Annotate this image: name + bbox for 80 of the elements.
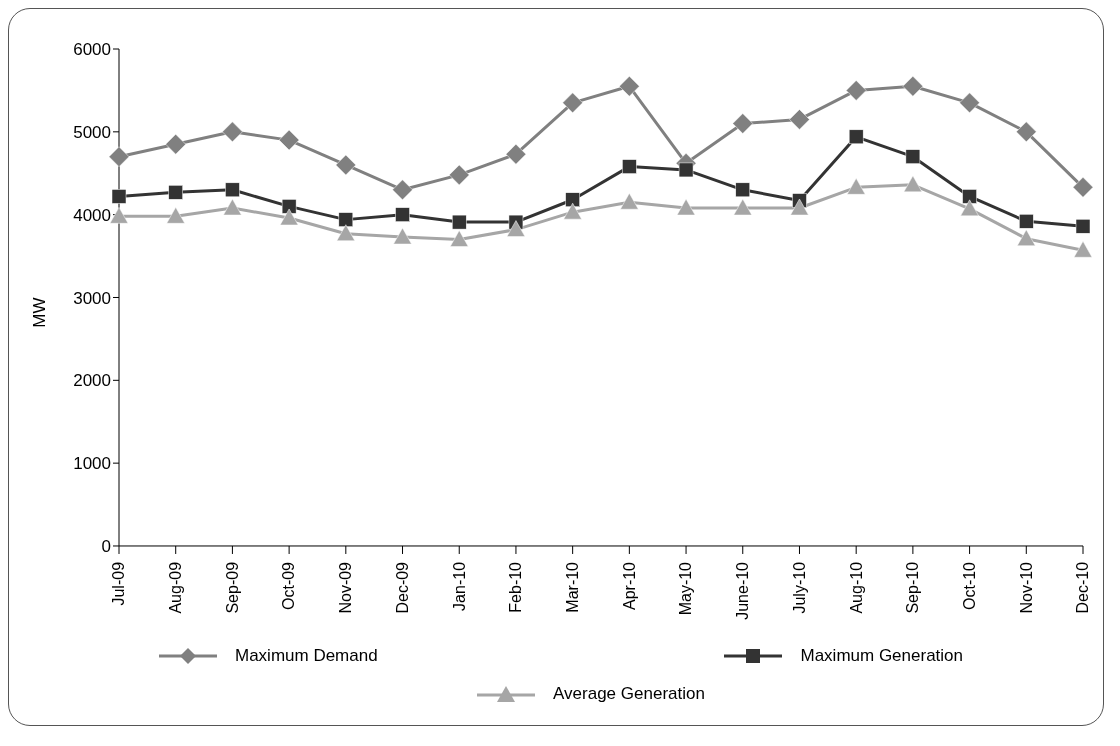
y-tick-label: 5000 — [73, 122, 111, 142]
point — [393, 227, 412, 245]
point — [506, 220, 526, 237]
point — [1075, 219, 1091, 234]
point — [395, 207, 410, 222]
point — [1017, 229, 1036, 246]
point — [165, 134, 186, 155]
point — [111, 189, 127, 204]
point — [1016, 121, 1037, 143]
point — [225, 182, 240, 198]
x-tick-label: Aug-09 — [167, 561, 185, 614]
x-tick-label: Oct-10 — [960, 561, 978, 610]
x-tick-label: Jan-10 — [450, 561, 468, 611]
point — [732, 113, 754, 134]
point — [278, 129, 300, 151]
x-tick-label: July-10 — [790, 561, 808, 614]
y-tick-label: 6000 — [73, 40, 111, 60]
point — [1073, 241, 1093, 258]
x-tick-label: Sep-10 — [904, 561, 922, 614]
point — [281, 199, 297, 214]
point — [845, 80, 867, 101]
x-tick-label: Dec-09 — [393, 561, 411, 614]
legend-label: Average Generation — [553, 684, 705, 704]
point — [222, 121, 243, 143]
point — [789, 109, 810, 130]
y-tick-label: 4000 — [73, 205, 111, 225]
point — [902, 76, 924, 97]
point — [1072, 177, 1094, 198]
point — [622, 159, 637, 174]
point — [848, 129, 864, 145]
y-tick-label: 0 — [101, 537, 111, 556]
y-tick-label: 2000 — [73, 371, 111, 391]
x-tick-label: Oct-09 — [280, 561, 298, 610]
x-tick-label: Feb-10 — [507, 561, 525, 613]
point — [562, 92, 583, 114]
point — [563, 202, 582, 220]
point — [448, 164, 470, 186]
point — [451, 214, 467, 230]
point — [565, 192, 580, 207]
point — [166, 207, 185, 224]
y-tick-label: 1000 — [73, 454, 111, 474]
x-tick-label: Nov-10 — [1017, 561, 1035, 614]
point — [335, 154, 357, 176]
x-tick-label: June-10 — [734, 561, 752, 620]
point — [846, 178, 866, 195]
point — [392, 179, 413, 201]
x-tick-label: Nov-09 — [337, 561, 355, 614]
point — [959, 92, 980, 114]
point — [168, 185, 183, 200]
point — [1019, 214, 1034, 229]
x-tick-label: Apr-10 — [620, 561, 638, 610]
x-tick-label: Mar-10 — [564, 561, 582, 613]
point — [733, 198, 753, 216]
y-axis-title: MW — [30, 297, 50, 328]
point — [338, 212, 354, 227]
point — [336, 224, 356, 241]
point — [962, 189, 977, 204]
x-tick-label: May-10 — [677, 561, 695, 616]
point — [449, 230, 469, 247]
point — [960, 199, 979, 217]
legend-label: Maximum Demand — [235, 645, 378, 665]
point — [505, 143, 527, 165]
point — [109, 207, 129, 224]
point — [905, 149, 921, 164]
point — [790, 198, 809, 216]
point — [620, 192, 639, 210]
point — [223, 198, 242, 216]
x-tick-label: Sep-09 — [223, 561, 241, 614]
point — [279, 208, 299, 226]
x-tick-label: Dec-10 — [1074, 561, 1092, 614]
x-tick-label: Jul-09 — [110, 561, 128, 606]
point — [108, 146, 130, 167]
point — [903, 175, 923, 193]
point — [735, 182, 751, 198]
point — [676, 198, 696, 216]
point — [678, 162, 694, 178]
legend-label: Maximum Generation — [800, 645, 963, 665]
y-tick-label: 3000 — [73, 288, 111, 308]
point — [619, 76, 640, 97]
x-tick-label: Aug-10 — [847, 561, 865, 614]
